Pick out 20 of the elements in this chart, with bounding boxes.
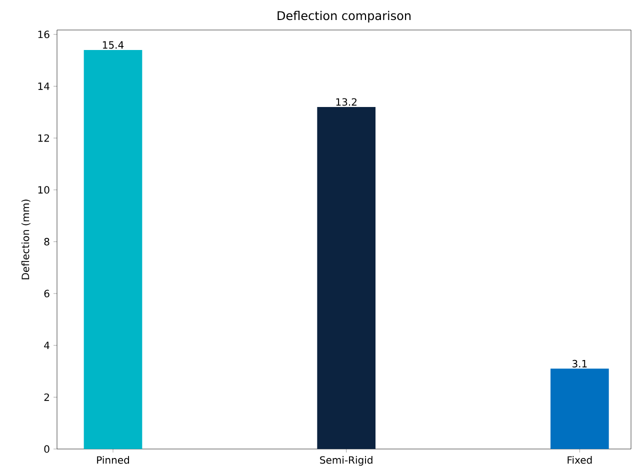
y-tick-label: 12 bbox=[38, 134, 49, 142]
x-tick-label: Semi-Rigid bbox=[320, 456, 372, 466]
y-tick-label: 4 bbox=[44, 342, 50, 349]
bar bbox=[550, 368, 609, 449]
bar bbox=[317, 106, 376, 449]
y-tick-label: 16 bbox=[38, 30, 50, 38]
data-label: 15.4 bbox=[102, 41, 124, 49]
bar bbox=[84, 50, 142, 449]
y-tick-label: 10 bbox=[38, 186, 50, 194]
y-tick-label: 2 bbox=[44, 393, 49, 401]
y-tick-label: 6 bbox=[44, 290, 50, 298]
data-label: 13.2 bbox=[336, 98, 356, 106]
x-tick-label: Fixed bbox=[568, 456, 592, 464]
y-axis-title: Deflection (mm) bbox=[21, 200, 30, 280]
y-tick-label: 14 bbox=[38, 82, 50, 90]
data-label: 3.1 bbox=[572, 360, 587, 368]
y-tick-label: 8 bbox=[44, 238, 50, 246]
chart-title: Deflection comparison bbox=[278, 10, 411, 22]
x-tick-label: Pinned bbox=[97, 456, 129, 464]
y-tick-label: 0 bbox=[44, 445, 50, 453]
